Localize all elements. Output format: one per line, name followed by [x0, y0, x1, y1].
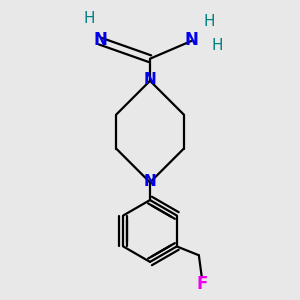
Text: N: N — [93, 31, 107, 49]
Text: F: F — [196, 275, 208, 293]
Text: H: H — [203, 14, 214, 29]
Text: N: N — [144, 174, 156, 189]
Text: N: N — [144, 72, 156, 87]
Text: H: H — [84, 11, 95, 26]
Text: H: H — [212, 38, 224, 53]
Text: N: N — [184, 31, 198, 49]
